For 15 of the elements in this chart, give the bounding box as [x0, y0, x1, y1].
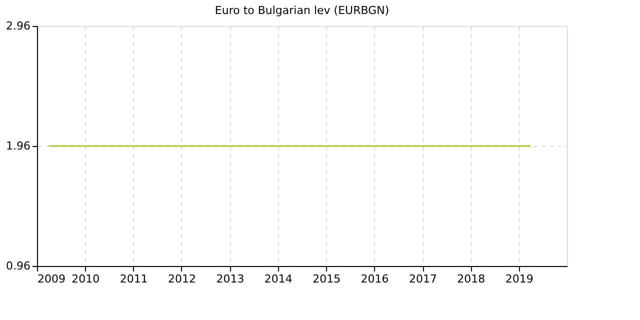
x-tick-label: 2018 [457, 272, 486, 286]
y-tick-label: 1.96 [6, 140, 30, 152]
x-tick-label: 2009 [38, 272, 66, 286]
x-tick-label: 2014 [264, 272, 292, 286]
y-tick-label: 2.96 [6, 20, 30, 32]
x-tick-label: 2010 [72, 272, 100, 286]
x-tick-label: 2015 [312, 272, 341, 286]
x-tick-label: 2016 [360, 272, 389, 286]
x-tick-label: 2019 [505, 272, 534, 286]
y-tick-label: 0.96 [6, 260, 30, 272]
x-tick-label: 2012 [168, 272, 196, 286]
x-tick-label: 2013 [216, 272, 244, 286]
x-tick-label: 2017 [409, 272, 438, 286]
x-tick-label: 2011 [120, 272, 148, 286]
chart-title: Euro to Bulgarian lev (EURBGN) [214, 4, 390, 17]
